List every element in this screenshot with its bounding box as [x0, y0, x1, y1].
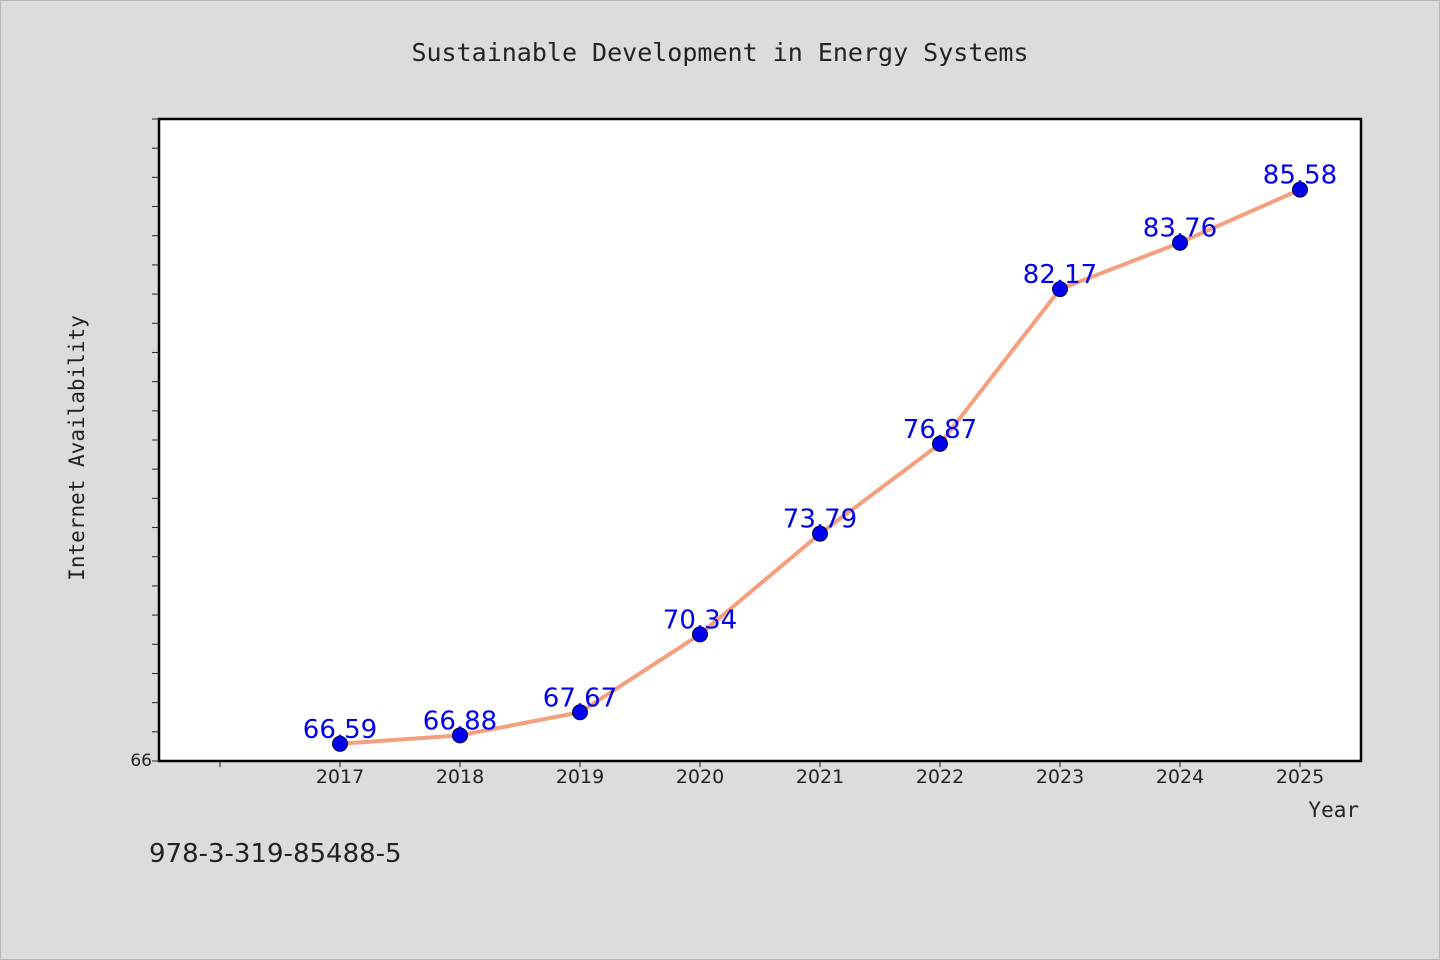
x-tick-label-2023: 2023: [1036, 766, 1084, 788]
data-point-2025: [1292, 181, 1308, 198]
data-label-2018: 66.88: [423, 706, 497, 736]
data-label-2017: 66.59: [303, 715, 377, 745]
data-point-2018: [452, 727, 468, 744]
data-point-2021: [812, 525, 828, 542]
plot-area: [157, 117, 1363, 763]
data-label-2022: 76.87: [903, 415, 977, 445]
data-point-2023: [1052, 281, 1068, 298]
x-axis-label: Year: [1308, 798, 1359, 822]
isbn-label: 978-3-319-85488-5: [149, 839, 402, 869]
data-label-2021: 73.79: [783, 505, 857, 535]
x-tick-label-2025: 2025: [1276, 766, 1324, 788]
data-label-2023: 82.17: [1023, 260, 1097, 290]
data-point-2022: [932, 435, 948, 452]
data-label-2024: 83.76: [1143, 214, 1217, 244]
data-point-2024: [1172, 234, 1188, 251]
data-point-2020: [692, 626, 708, 643]
x-tick-label-2020: 2020: [676, 766, 724, 788]
x-tick-label-2017: 2017: [316, 766, 364, 788]
data-point-2017: [332, 735, 348, 752]
chart-title: Sustainable Development in Energy System…: [411, 38, 1028, 67]
x-tick-label-2019: 2019: [556, 766, 604, 788]
y-axis-ticks: [152, 118, 159, 762]
y-axis-label: Internet Availability: [65, 315, 89, 581]
data-label-2025: 85.58: [1263, 161, 1337, 191]
x-tick-label-2021: 2021: [796, 766, 844, 788]
x-tick-label-2024: 2024: [1156, 766, 1204, 788]
x-tick-label-2018: 2018: [436, 766, 484, 788]
data-label-2019: 67.67: [543, 683, 617, 713]
x-axis-ticks: 2017 2018 2019 2020 2021 2022 2023 2024 2025: [219, 761, 1324, 788]
data-label-2020: 70.34: [663, 605, 737, 635]
data-point-2019: [572, 704, 588, 721]
x-tick-label-2022: 2022: [916, 766, 964, 788]
series-layer: 66.59 66.88 67.67 70.34 73.79 76.87 82.17 83.76…: [303, 161, 1337, 752]
y-tick-label-66: 66: [130, 751, 152, 771]
